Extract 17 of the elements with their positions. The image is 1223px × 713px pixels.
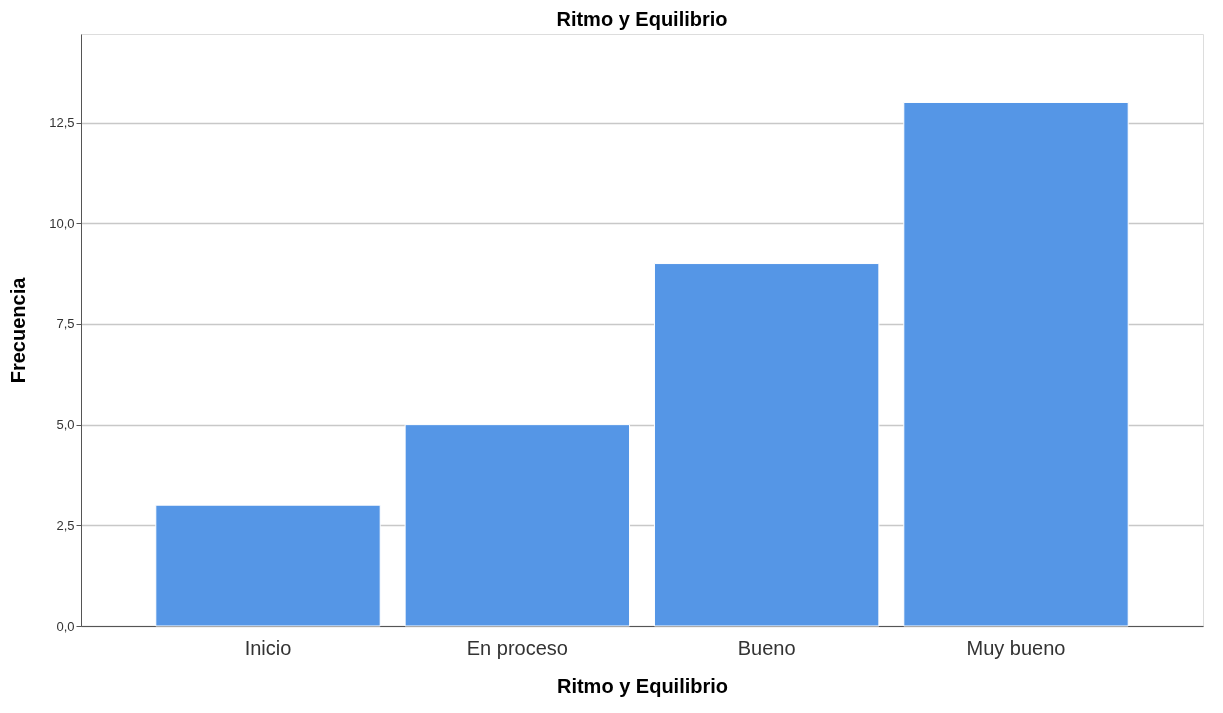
y-tick-label: 0,0 [56,618,75,634]
chart-title: Ritmo y Equilibrio [556,8,728,30]
x-tick-label: Muy bueno [966,636,1066,659]
bar [653,263,880,627]
y-tick-label: 5,0 [56,417,75,433]
bar [155,504,381,627]
y-tick-label: 2,5 [56,517,75,533]
y-tick-label: 12,5 [49,115,75,131]
bar [404,424,631,627]
x-tick-label: En proceso [466,636,568,659]
y-axis-title: Frecuencia [7,276,30,384]
y-tick-label: 10,0 [49,215,75,231]
bar [903,101,1129,627]
x-tick-label: Inicio [244,636,292,659]
x-axis-title: Ritmo y Equilibrio [556,674,729,697]
x-tick-label: Bueno [737,636,796,659]
y-tick-label: 7,5 [56,316,75,332]
